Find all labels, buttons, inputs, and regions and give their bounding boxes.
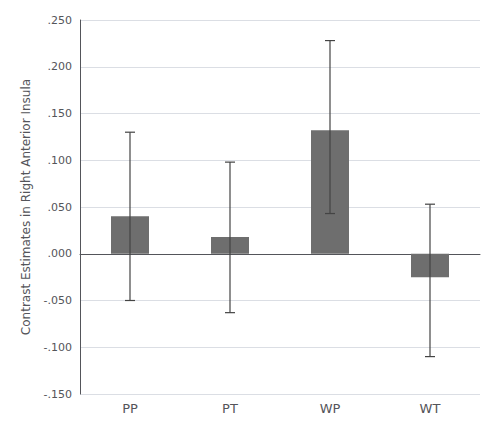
- svg-text:.250: .250: [48, 14, 73, 27]
- svg-text:WT: WT: [420, 401, 441, 416]
- svg-text:.000: .000: [48, 247, 73, 260]
- svg-text:-.150: -.150: [44, 388, 72, 401]
- svg-text:.200: .200: [48, 60, 73, 73]
- svg-text:WP: WP: [320, 401, 341, 416]
- svg-text:.100: .100: [48, 154, 73, 167]
- svg-text:PP: PP: [122, 401, 138, 416]
- svg-text:-.100: -.100: [44, 341, 72, 354]
- svg-text:PT: PT: [222, 401, 238, 416]
- svg-text:Contrast Estimates in Right An: Contrast Estimates in Right Anterior Ins…: [19, 79, 33, 335]
- svg-text:-.050: -.050: [44, 294, 72, 307]
- svg-text:.050: .050: [48, 201, 73, 214]
- svg-text:.150: .150: [48, 107, 73, 120]
